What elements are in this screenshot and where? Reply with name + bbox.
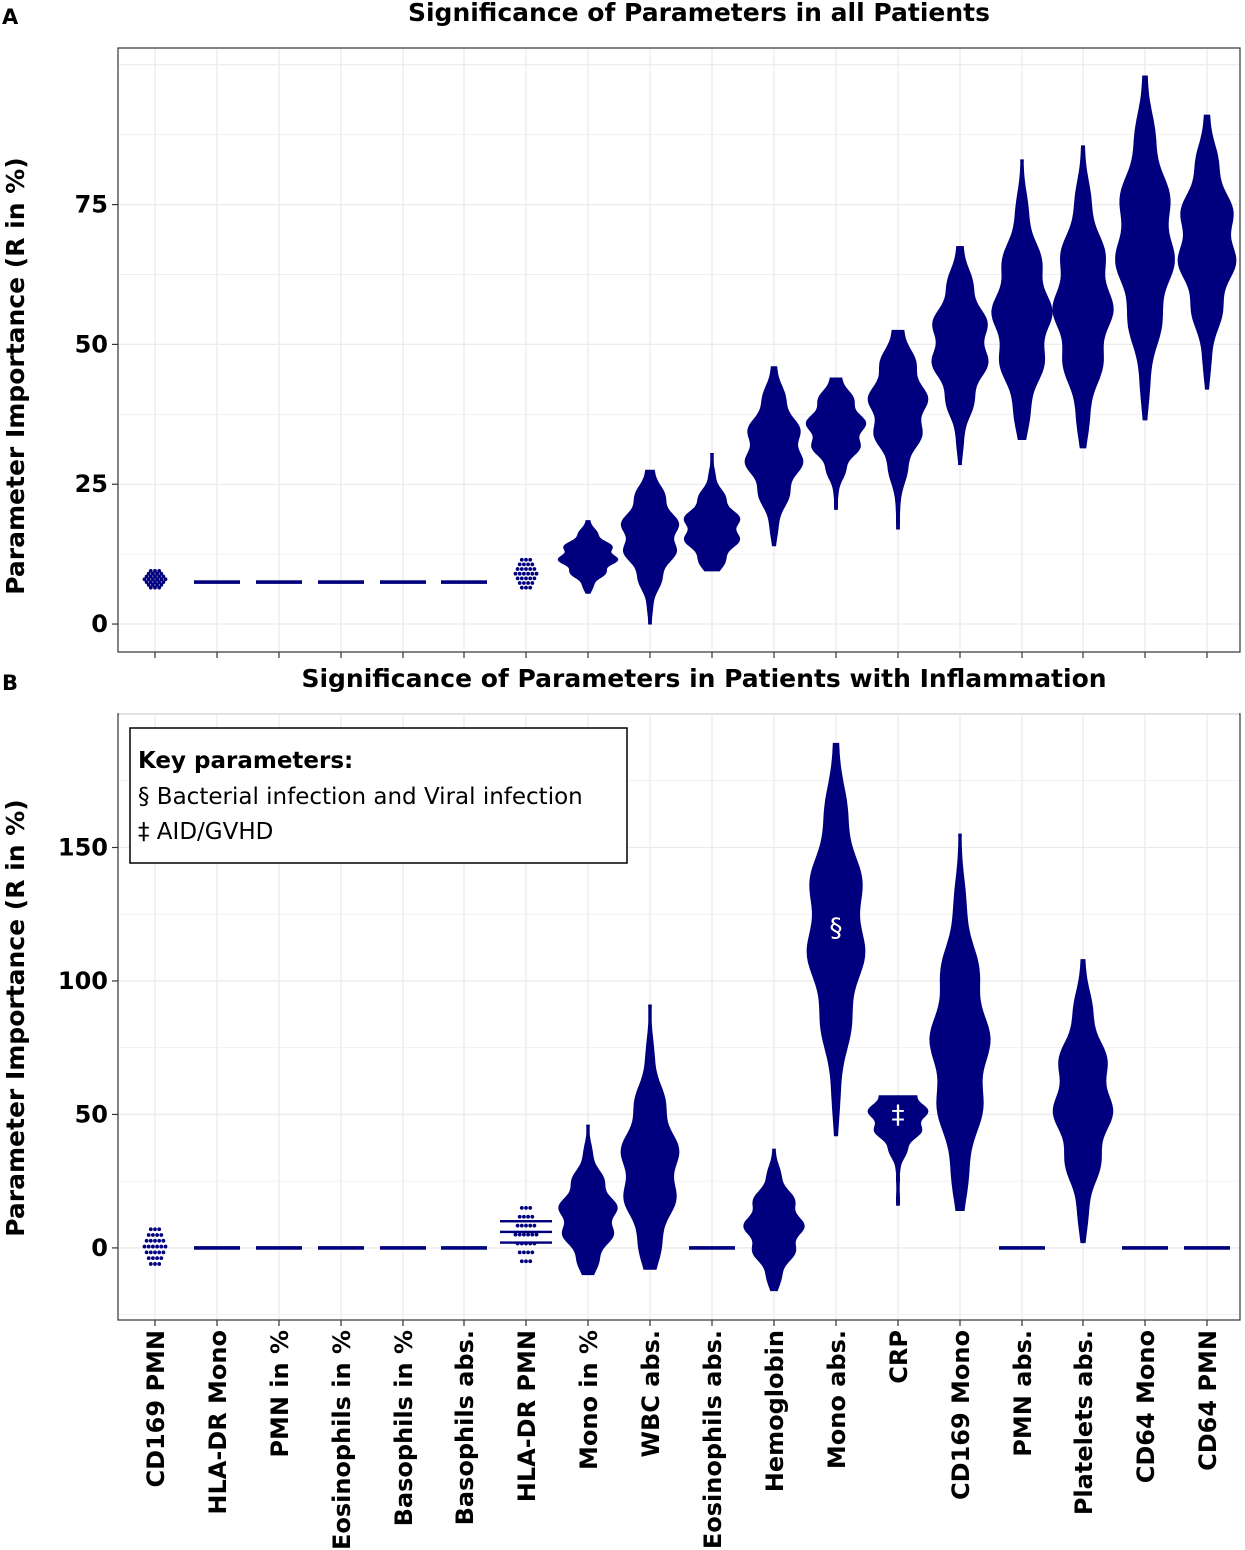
x-tick-label-cd64-pmn: CD64 PMN [1194,1330,1222,1471]
violin-marker-crp: ‡ [892,1100,905,1130]
violin-a-mono-in [557,520,619,594]
x-tick-label-hla-dr-pmn: HLA-DR PMN [513,1330,541,1502]
legend-title: Key parameters: [138,748,353,774]
violin-b-mono-abs [806,742,866,1137]
y-tick-label: 50 [75,1100,108,1128]
x-tick-label-mono-abs: Mono abs. [823,1330,851,1469]
panel-b-y-axis-label: Parameter Importance (R in %) [1,799,30,1236]
violin-a-hemoglobin [744,366,804,547]
panel-a-y-ticks: 0 25 50 75 [75,191,1208,658]
panel-a-y-axis-label: Parameter Importance (R in %) [1,157,30,594]
violin-a-cd64-pmn [1177,114,1237,390]
violin-b-hla-dr-pmn [500,1205,552,1264]
x-tick-label-eosinophils-abs: Eosinophils abs. [699,1330,727,1549]
violin-b-cd64-mono [1122,1246,1168,1250]
violin-b-mono-in [558,1124,618,1276]
violin-a-pmn-in [256,580,302,584]
violin-b-cd64-pmn [1184,1246,1230,1250]
violin-a-pmn-abs [991,159,1053,440]
violin-a-platelets-abs [1052,145,1114,449]
panel-b: B Significance of Parameters in Patients… [1,664,1241,1550]
x-tick-label-eosinophils-in: Eosinophils in % [328,1330,356,1550]
violin-a-crp [867,329,929,530]
x-tick-label-crp: CRP [885,1330,913,1384]
violin-a-cd169-pmn [142,569,168,590]
panel-a-plot-area [117,47,1241,653]
violin-b-hemoglobin [743,1148,805,1292]
violin-marker-mono-abs: § [830,914,843,944]
x-tick-label-cd169-mono: CD169 Mono [947,1330,975,1500]
panel-a-title: Significance of Parameters in all Patien… [408,0,990,27]
violin-b-cd169-pmn [142,1227,168,1266]
violin-b-pmn-abs [999,1246,1045,1250]
violin-b-platelets-abs [1052,959,1114,1244]
y-tick-label: 150 [58,833,108,861]
x-axis-tick-labels: CD169 PMN HLA-DR Mono PMN in % Eosinophils … [142,1330,1222,1550]
x-tick-label-cd169-pmn: CD169 PMN [142,1330,170,1488]
violin-b-crp [867,1095,929,1206]
x-tick-label-mono-in: Mono in % [575,1330,603,1470]
violin-a-eosinophils-in [318,580,364,584]
violin-a-basophils-abs [441,580,487,584]
y-tick-label: 0 [91,610,108,638]
legend-box: Key parameters: § Bacterial infection an… [129,727,628,864]
violin-a-cd169-mono [931,246,989,466]
x-tick-label-basophils-abs: Basophils abs. [451,1330,479,1525]
violin-b-cd169-mono [929,833,991,1211]
x-tick-label-platelets-abs: Platelets abs. [1070,1330,1098,1515]
x-tick-label-hemoglobin: Hemoglobin [761,1330,789,1492]
violin-b-hla-dr-mono [194,1246,240,1250]
violin-a-eosinophils-abs [683,453,741,572]
violin-b-basophils-abs [441,1246,487,1250]
violin-a-hla-dr-pmn [513,557,539,590]
violin-b-wbc-abs [620,1004,680,1270]
violin-a-cd64-mono [1115,75,1175,421]
panel-a: A Significance of Parameters in all Pati… [1,0,1241,658]
y-tick-label: 50 [75,330,108,358]
panel-b-y-ticks: 0 50 100 150 [58,833,1208,1326]
panel-a-violins [142,75,1237,625]
x-tick-label-hla-dr-mono: HLA-DR Mono [204,1330,232,1515]
panel-b-title: Significance of Parameters in Patients w… [301,664,1106,693]
legend-item-aid-gvhd: ‡ AID/GVHD [138,819,273,845]
panel-b-label: B [2,671,18,695]
x-tick-label-pmn-abs: PMN abs. [1009,1330,1037,1457]
x-tick-label-cd64-mono: CD64 Mono [1132,1330,1160,1483]
violin-a-mono-abs [805,377,867,510]
legend-item-bacterial-viral: § Bacterial infection and Viral infectio… [138,784,583,810]
x-tick-label-wbc-abs: WBC abs. [637,1330,665,1458]
y-tick-label: 0 [91,1234,108,1262]
panel-a-label: A [2,5,19,29]
violin-b-basophils-in [380,1246,426,1250]
x-tick-label-pmn-in: PMN in % [266,1330,294,1458]
violin-b-pmn-in [256,1246,302,1250]
violin-b-eosinophils-abs [689,1246,735,1250]
violin-a-wbc-abs [620,469,680,625]
panel-b-violins: §‡ [142,742,1230,1292]
y-tick-label: 75 [75,191,108,219]
violin-a-basophils-in [380,580,426,584]
violin-b-eosinophils-in [318,1246,364,1250]
legend-frame [129,727,628,864]
y-tick-label: 100 [58,967,108,995]
y-tick-label: 25 [75,470,108,498]
violin-a-hla-dr-mono [194,580,240,584]
x-tick-label-basophils-in: Basophils in % [390,1330,418,1526]
